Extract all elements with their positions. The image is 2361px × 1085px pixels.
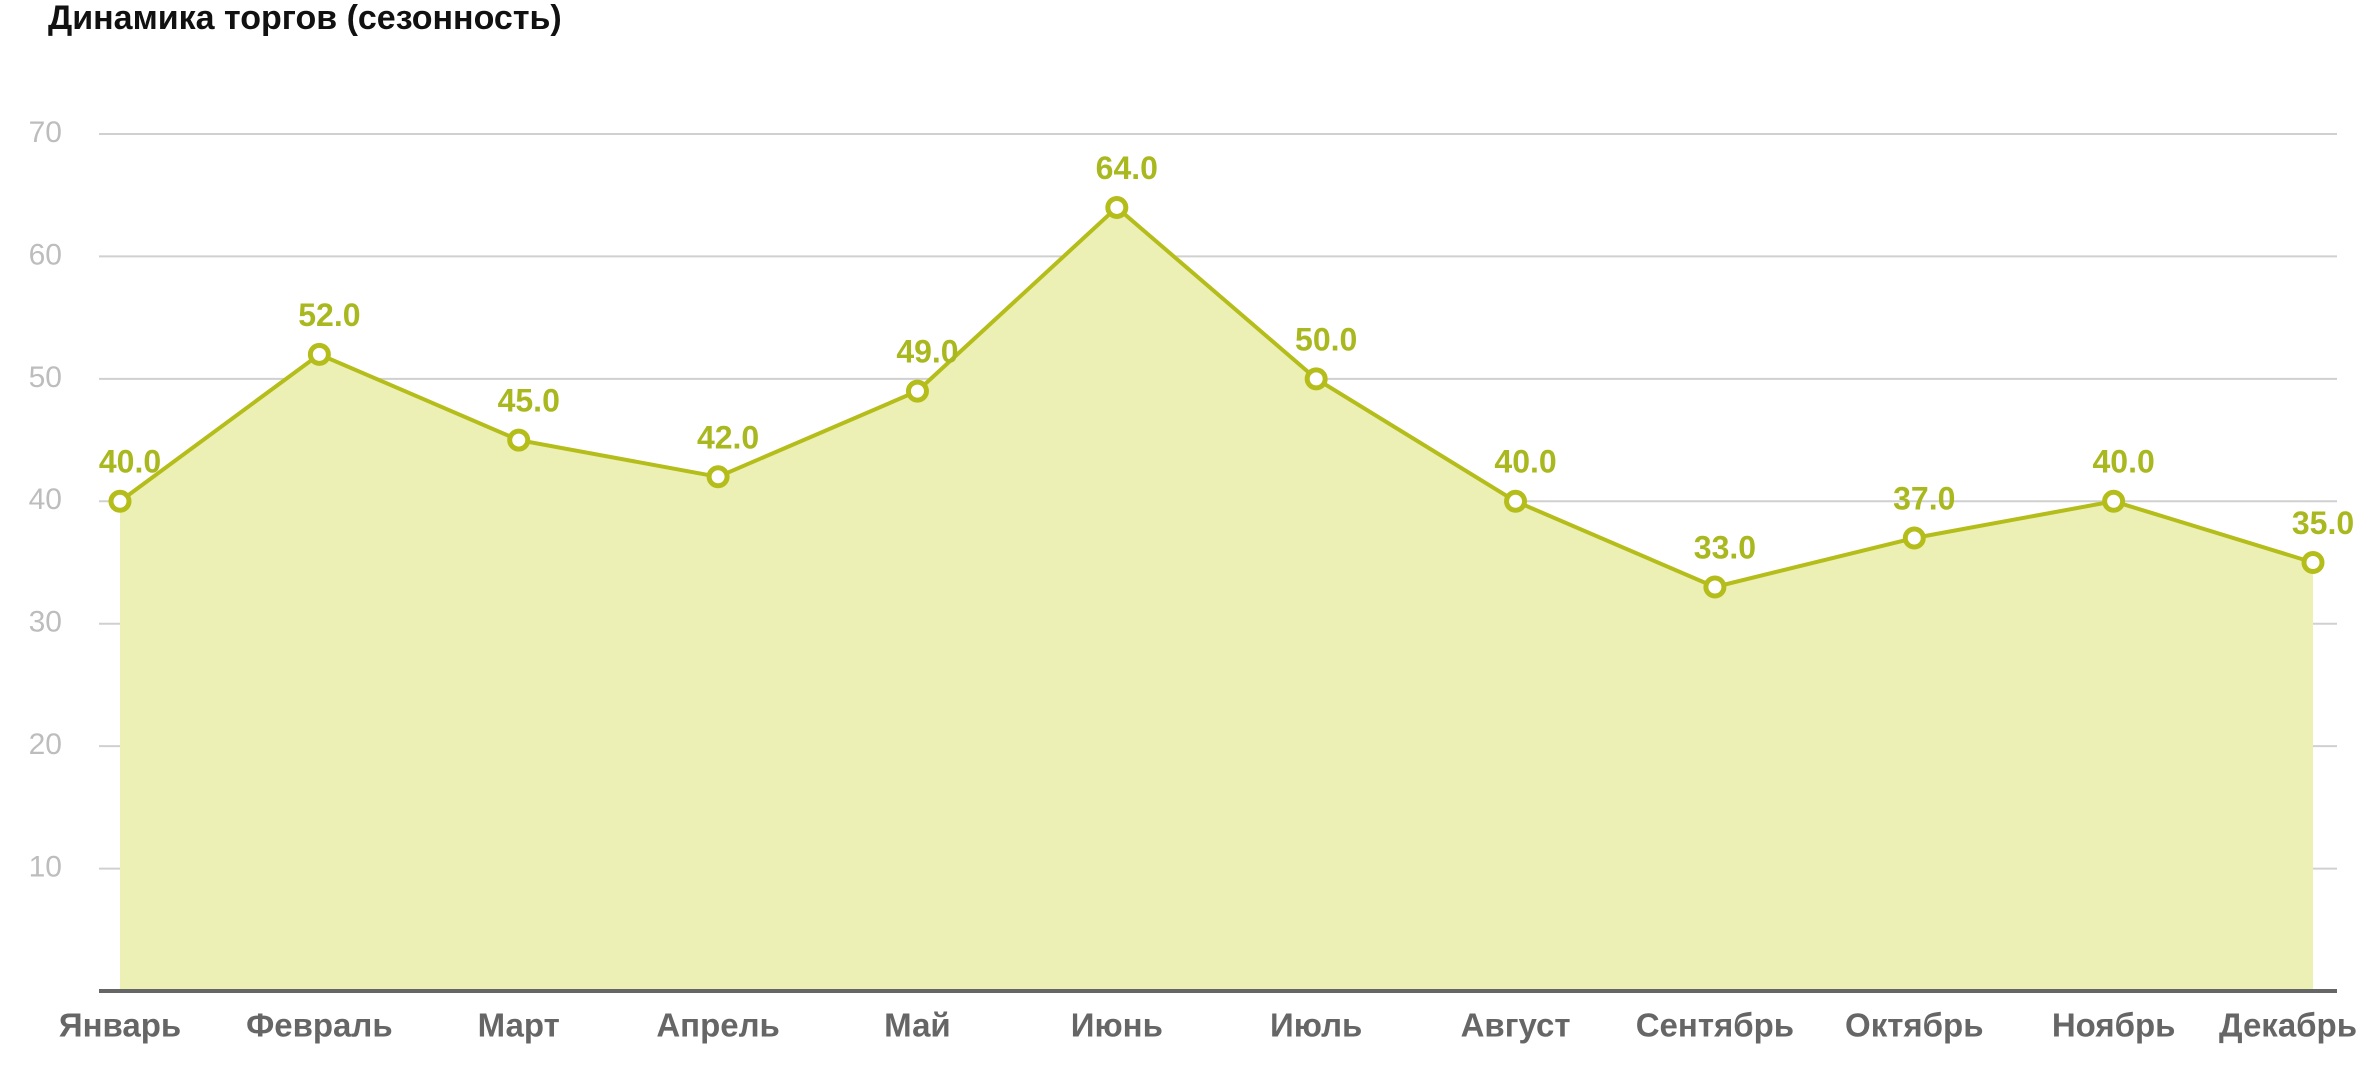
y-tick-label: 30	[29, 606, 62, 639]
point	[1304, 367, 1328, 391]
y-tick-label: 40	[29, 483, 62, 516]
value-label: 45.0	[498, 383, 560, 419]
value-label: 42.0	[697, 419, 759, 455]
x-tick-label: Декабрь	[2219, 1007, 2357, 1044]
area-fill	[120, 207, 2313, 991]
chart-title: Динамика торгов (сезонность)	[48, 0, 562, 37]
value-label: 50.0	[1295, 321, 1357, 357]
value-label: 52.0	[298, 297, 360, 333]
value-label: 40.0	[99, 444, 161, 480]
y-tick-label: 70	[29, 116, 62, 149]
x-tick-label: Май	[884, 1007, 951, 1044]
point	[1105, 195, 1129, 219]
x-tick-label: Июль	[1270, 1007, 1362, 1044]
x-tick-label: Март	[478, 1007, 560, 1044]
y-tick-label: 50	[29, 361, 62, 394]
point	[905, 379, 929, 403]
y-tick-label: 10	[29, 850, 62, 883]
line	[118, 204, 2314, 590]
point	[507, 428, 531, 452]
x-tick-label: Июнь	[1071, 1007, 1163, 1044]
point	[1902, 526, 1926, 550]
x-tick-label: Февраль	[246, 1007, 393, 1044]
point	[1703, 575, 1727, 599]
value-label: 37.0	[1893, 480, 1955, 516]
x-tick-label: Октябрь	[1845, 1007, 1983, 1044]
y-tick-label: 60	[29, 238, 62, 271]
point	[2102, 489, 2126, 513]
point	[2301, 551, 2325, 574]
y-tick-label: 20	[29, 728, 62, 761]
x-tick-label: Сентябрь	[1636, 1007, 1794, 1044]
x-tick-label: Январь	[59, 1007, 181, 1044]
x-tick-label: Август	[1461, 1007, 1571, 1044]
point	[706, 465, 730, 489]
value-label: 64.0	[1096, 150, 1158, 186]
point	[307, 342, 331, 366]
value-label: 35.0	[2292, 505, 2354, 541]
x-tick-label: Ноябрь	[2052, 1007, 2176, 1044]
value-label: 33.0	[1694, 529, 1756, 565]
x-tick-label: Апрель	[656, 1007, 780, 1044]
point	[108, 489, 132, 513]
point	[1504, 489, 1528, 513]
value-label: 49.0	[896, 334, 958, 370]
value-label: 40.0	[1494, 444, 1556, 480]
value-label: 40.0	[2092, 444, 2154, 480]
